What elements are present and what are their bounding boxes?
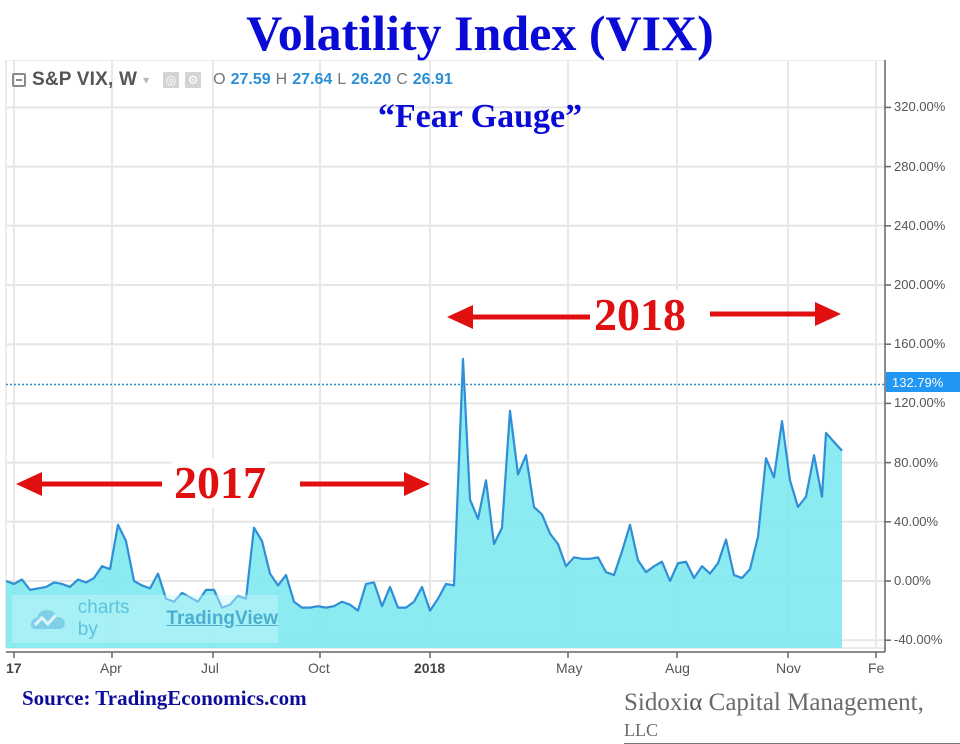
logo-rest: Capital Management, (702, 689, 924, 716)
low-value: 26.20 (351, 71, 392, 88)
x-tick-label: 17 (6, 660, 22, 676)
x-tick-label: 2018 (414, 660, 446, 676)
high-value: 27.64 (292, 71, 333, 88)
x-tick-label: Aug (665, 660, 690, 676)
y-tick-label: 0.00% (894, 573, 931, 588)
tradingview-watermark[interactable]: charts by TradingView (12, 595, 278, 643)
company-logo: Sidoxiα Capital Management, LLC (624, 690, 960, 744)
tradingview-link[interactable]: TradingView (166, 608, 278, 629)
x-tick-label: Fe (868, 660, 885, 676)
x-tick-label: Jul (201, 660, 219, 676)
y-tick-label: 160.00% (894, 336, 946, 352)
chevron-down-icon[interactable]: ▾ (143, 73, 150, 87)
high-key: H (275, 71, 288, 88)
arrow-left-icon (16, 472, 42, 496)
logo-suffix: LLC (624, 720, 658, 740)
x-tick-label: Apr (100, 660, 122, 676)
year-2018-label: 2018 (592, 289, 688, 340)
source-citation: Source: TradingEconomics.com (22, 686, 307, 710)
gear-icon[interactable]: ⚙ (185, 72, 202, 88)
arrow-right-icon (815, 302, 841, 326)
vix-area-chart (5, 60, 891, 658)
cloud-chart-icon (30, 610, 65, 629)
x-tick-label: Nov (776, 660, 801, 676)
watermark-text: charts by (77, 597, 130, 640)
y-tick-label: 320.00% (894, 99, 946, 115)
symbol-label[interactable]: S&P VIX, W (32, 69, 138, 90)
alpha-icon: α (689, 689, 703, 716)
close-value: 26.91 (412, 71, 453, 88)
ohlc-values: O 27.59 H 27.64 L 26.20 C 26.91 (213, 71, 453, 89)
eye-icon[interactable]: ◎ (163, 72, 180, 88)
y-tick-label: 200.00% (894, 277, 946, 292)
x-tick-label: May (556, 660, 583, 676)
y-tick-label: -40.00% (894, 632, 943, 648)
y-tick-label: 120.00% (894, 395, 946, 411)
y-tick-label: 240.00% (894, 217, 946, 233)
open-key: O (213, 71, 226, 88)
arrow-right-icon (404, 472, 430, 496)
y-tick-label: 280.00% (894, 158, 946, 174)
y-tick-label: 40.00% (894, 513, 939, 529)
series-legend: S&P VIX, W ▾ ◎ ⚙ O 27.59 H 27.64 L 26.20… (12, 66, 453, 94)
last-price-tag: 132.79% (886, 372, 960, 392)
logo-prefix: Sidoxi (624, 689, 690, 716)
chart-area[interactable] (0, 60, 960, 678)
x-tick-label: Oct (308, 660, 330, 676)
arrow-left-icon (447, 305, 473, 329)
year-annotations (16, 302, 841, 496)
collapse-legend-icon[interactable] (12, 73, 26, 87)
low-key: L (337, 71, 347, 88)
year-2017-label: 2017 (172, 457, 268, 508)
slide-title: Volatility Index (VIX) (246, 5, 714, 61)
y-tick-label: 80.00% (894, 454, 939, 470)
open-value: 27.59 (230, 71, 271, 88)
slide-subtitle: “Fear Gauge” (377, 98, 583, 135)
close-key: C (396, 71, 408, 88)
